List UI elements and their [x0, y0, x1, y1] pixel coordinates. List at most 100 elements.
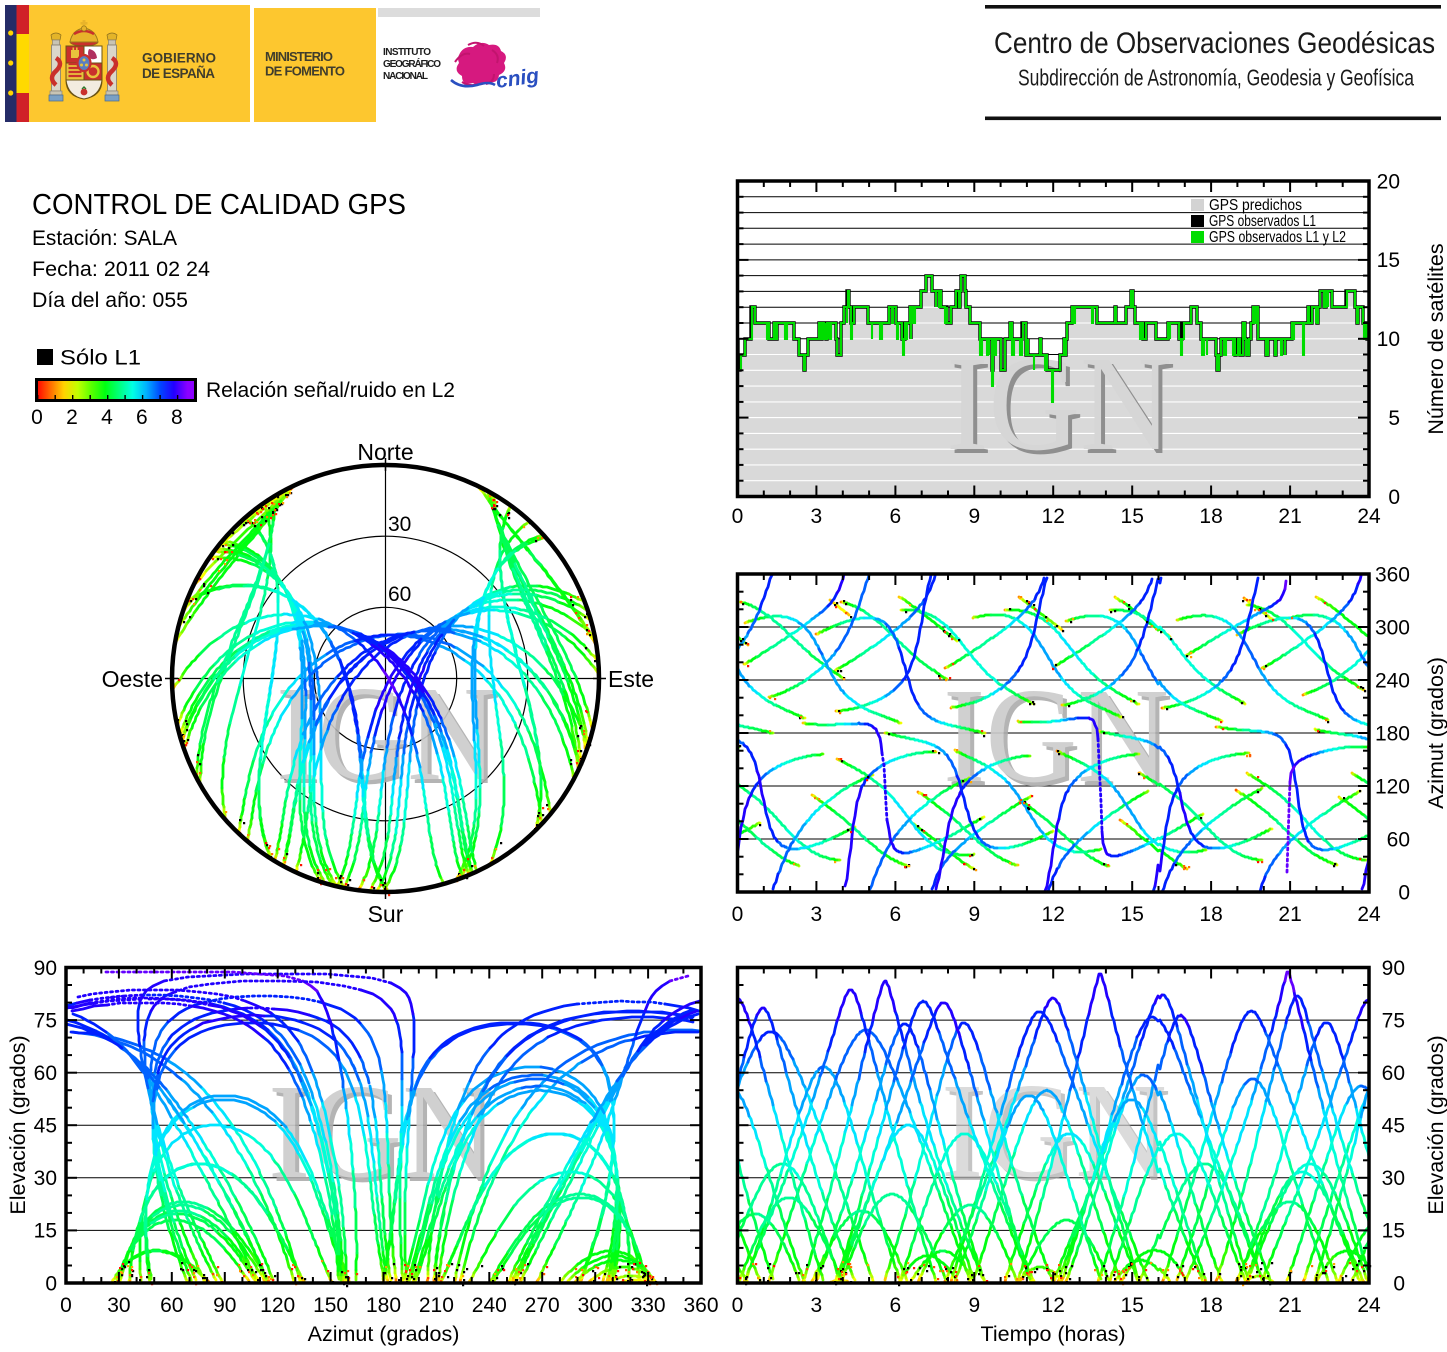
svg-text:3: 3 — [811, 1294, 823, 1317]
svg-text:0: 0 — [732, 1294, 744, 1317]
svg-text:18: 18 — [1199, 505, 1222, 528]
svg-text:12: 12 — [1042, 903, 1065, 926]
svg-text:30: 30 — [1382, 1167, 1405, 1190]
svg-text:18: 18 — [1199, 1294, 1222, 1317]
svg-text:6: 6 — [890, 1294, 902, 1317]
svg-text:NACIONAL: NACIONAL — [383, 71, 428, 82]
svg-text:3: 3 — [811, 505, 823, 528]
svg-text:24: 24 — [1357, 505, 1381, 528]
svg-text:12: 12 — [1042, 1294, 1065, 1317]
svg-text:15: 15 — [1121, 903, 1144, 926]
svg-text:90: 90 — [34, 957, 57, 980]
svg-text:Elevación (grados): Elevación (grados) — [1424, 1035, 1447, 1214]
svg-text:0: 0 — [1393, 1272, 1405, 1295]
svg-text:30: 30 — [107, 1294, 130, 1317]
svg-text:90: 90 — [213, 1294, 236, 1317]
svg-text:10: 10 — [1377, 328, 1400, 351]
svg-text:MINISTERIO: MINISTERIO — [265, 49, 333, 64]
svg-text:Subdirección de Astronomía, Ge: Subdirección de Astronomía, Geodesia y G… — [1018, 65, 1414, 91]
svg-text:8: 8 — [171, 406, 183, 429]
svg-text:GEOGRÁFICO: GEOGRÁFICO — [383, 57, 441, 70]
svg-text:9: 9 — [968, 505, 980, 528]
svg-text:360: 360 — [1375, 563, 1410, 586]
svg-text:0: 0 — [1388, 486, 1400, 509]
svg-text:6: 6 — [136, 406, 148, 429]
svg-text:300: 300 — [1375, 616, 1410, 639]
svg-text:330: 330 — [631, 1294, 666, 1317]
svg-text:12: 12 — [1042, 505, 1065, 528]
svg-text:Sur: Sur — [368, 901, 404, 927]
svg-text:INSTITUTO: INSTITUTO — [383, 47, 431, 58]
svg-text:60: 60 — [160, 1294, 183, 1317]
svg-text:21: 21 — [1278, 505, 1301, 528]
svg-text:3: 3 — [811, 903, 823, 926]
svg-text:270: 270 — [525, 1294, 560, 1317]
svg-text:Oeste: Oeste — [102, 666, 163, 692]
svg-text:GPS observados L1: GPS observados L1 — [1209, 213, 1316, 230]
svg-text:180: 180 — [1375, 722, 1410, 745]
svg-text:45: 45 — [34, 1115, 57, 1138]
svg-text:15: 15 — [1121, 1294, 1144, 1317]
svg-text:0: 0 — [1398, 881, 1410, 904]
svg-text:Centro de Observaciones Geodés: Centro de Observaciones Geodésicas — [994, 27, 1435, 60]
svg-text:Sólo L1: Sólo L1 — [60, 347, 141, 370]
svg-text:DE FOMENTO: DE FOMENTO — [265, 64, 345, 79]
svg-text:15: 15 — [1377, 249, 1400, 272]
svg-text:30: 30 — [34, 1167, 57, 1190]
svg-text:Fecha: 2011 02 24: Fecha: 2011 02 24 — [32, 258, 210, 281]
svg-text:150: 150 — [313, 1294, 348, 1317]
svg-text:360: 360 — [683, 1294, 718, 1317]
svg-text:0: 0 — [31, 406, 43, 429]
svg-text:GPS predichos: GPS predichos — [1209, 197, 1302, 214]
svg-text:180: 180 — [366, 1294, 401, 1317]
svg-text:60: 60 — [34, 1062, 57, 1085]
svg-text:20: 20 — [1377, 170, 1400, 193]
svg-text:240: 240 — [1375, 669, 1410, 692]
svg-text:CONTROL DE CALIDAD GPS: CONTROL DE CALIDAD GPS — [32, 189, 406, 221]
svg-text:120: 120 — [260, 1294, 295, 1317]
svg-text:210: 210 — [419, 1294, 454, 1317]
svg-text:6: 6 — [890, 903, 902, 926]
svg-text:Relación señal/ruido en L2: Relación señal/ruido en L2 — [206, 379, 455, 402]
svg-text:21: 21 — [1278, 903, 1301, 926]
svg-text:2: 2 — [66, 406, 78, 429]
svg-text:Estación: SALA: Estación: SALA — [32, 227, 177, 250]
svg-text:GOBIERNO: GOBIERNO — [142, 51, 216, 66]
svg-text:120: 120 — [1375, 775, 1410, 798]
svg-text:6: 6 — [890, 505, 902, 528]
svg-text:0: 0 — [732, 903, 744, 926]
svg-text:Número de satélites: Número de satélites — [1424, 243, 1447, 434]
svg-text:Tiempo (horas): Tiempo (horas) — [981, 1322, 1126, 1346]
svg-text:300: 300 — [578, 1294, 613, 1317]
svg-text:60: 60 — [1382, 1062, 1405, 1085]
svg-text:60: 60 — [388, 583, 411, 606]
svg-text:4: 4 — [101, 406, 113, 429]
svg-text:9: 9 — [968, 903, 980, 926]
svg-text:Día del año: 055: Día del año: 055 — [32, 289, 188, 312]
svg-text:GPS observados L1 y L2: GPS observados L1 y L2 — [1209, 229, 1346, 246]
svg-text:21: 21 — [1278, 1294, 1301, 1317]
svg-text:9: 9 — [968, 1294, 980, 1317]
svg-text:5: 5 — [1388, 407, 1400, 430]
svg-text:240: 240 — [472, 1294, 507, 1317]
svg-text:Azimut (grados): Azimut (grados) — [308, 1322, 460, 1346]
svg-text:Elevación (grados): Elevación (grados) — [6, 1035, 30, 1214]
svg-text:IGN: IGN — [941, 1056, 1167, 1206]
svg-text:90: 90 — [1382, 957, 1405, 980]
svg-text:60: 60 — [1387, 828, 1410, 851]
svg-text:DE ESPAÑA: DE ESPAÑA — [142, 66, 215, 81]
svg-text:IGN: IGN — [950, 333, 1176, 483]
svg-text:75: 75 — [34, 1009, 57, 1032]
svg-text:0: 0 — [60, 1294, 72, 1317]
svg-text:75: 75 — [1382, 1009, 1405, 1032]
svg-text:15: 15 — [1121, 505, 1144, 528]
svg-text:45: 45 — [1382, 1115, 1405, 1138]
svg-text:Azimut (grados): Azimut (grados) — [1424, 657, 1447, 809]
svg-text:30: 30 — [388, 513, 411, 536]
svg-text:0: 0 — [732, 505, 744, 528]
svg-text:15: 15 — [34, 1220, 57, 1243]
svg-text:24: 24 — [1357, 903, 1381, 926]
svg-text:18: 18 — [1199, 903, 1222, 926]
svg-text:0: 0 — [45, 1272, 57, 1295]
svg-text:15: 15 — [1382, 1220, 1405, 1243]
